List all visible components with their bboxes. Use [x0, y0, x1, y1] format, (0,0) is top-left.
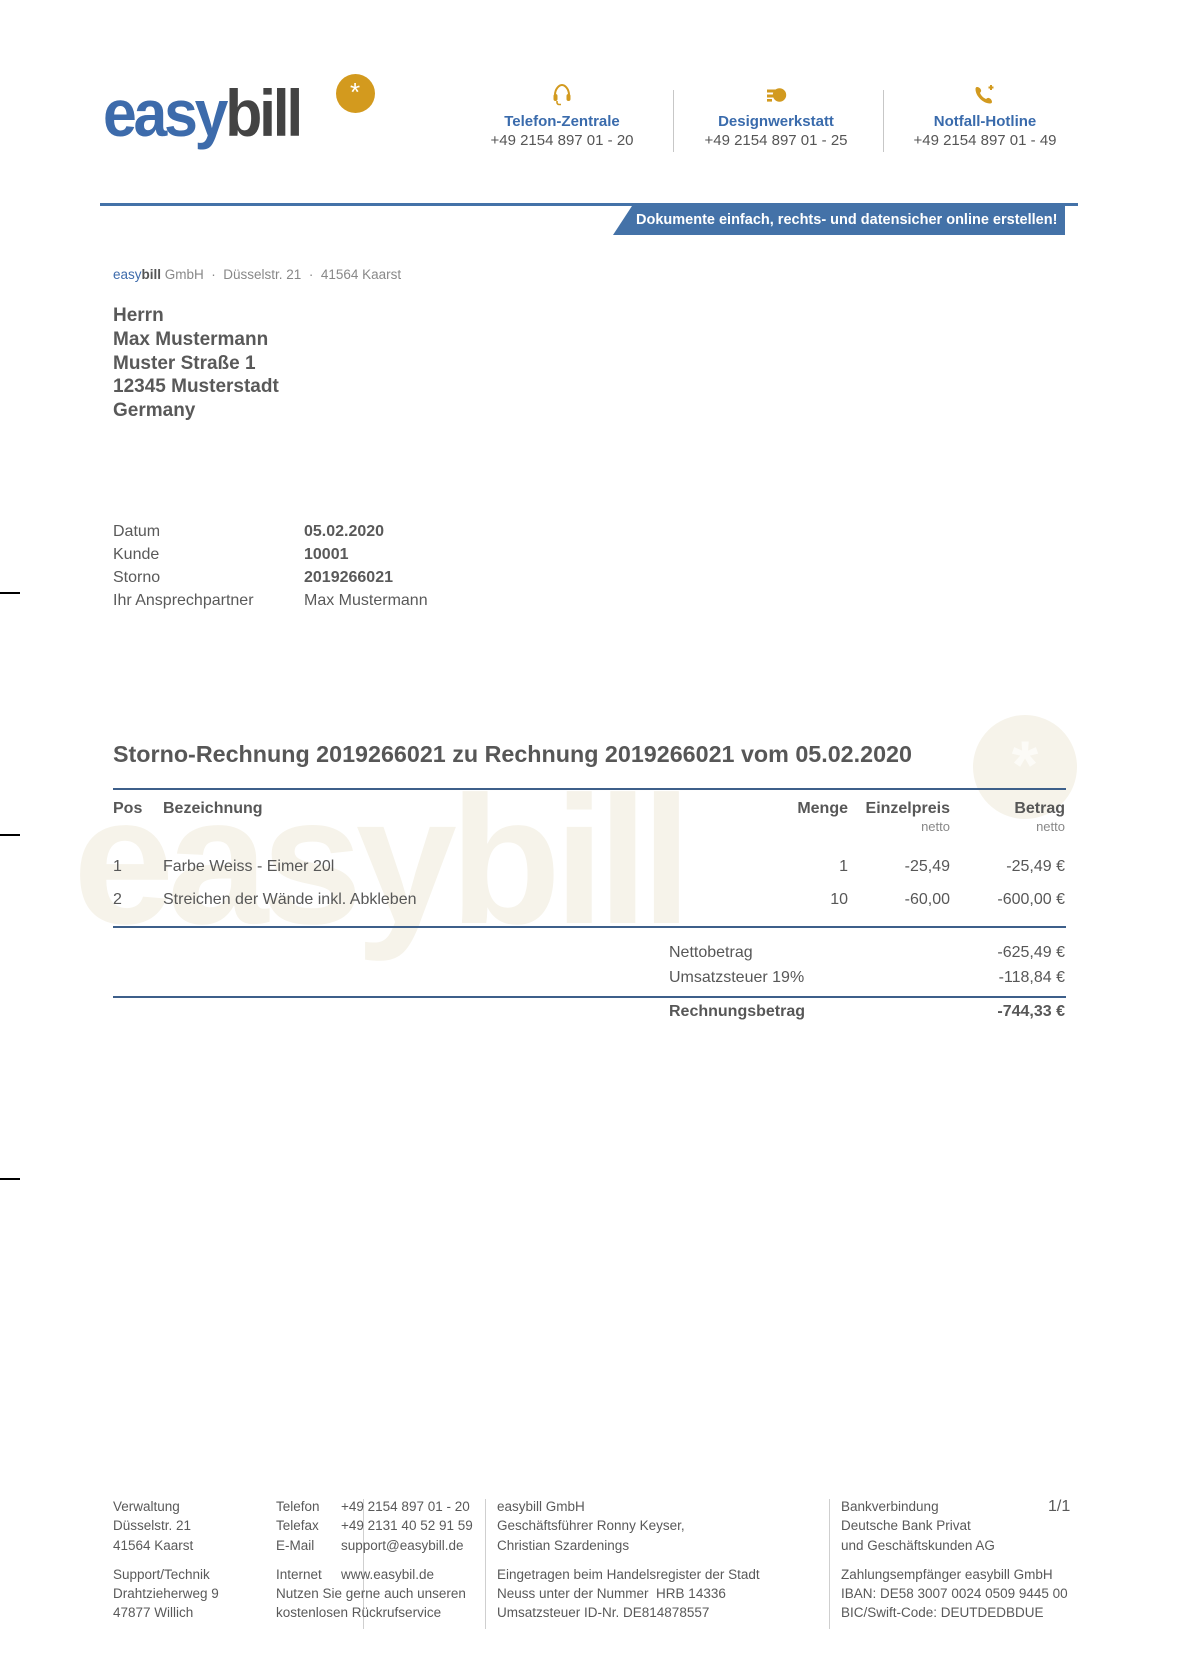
svg-text:*: *: [350, 77, 360, 107]
svg-text:*: *: [1012, 727, 1039, 803]
